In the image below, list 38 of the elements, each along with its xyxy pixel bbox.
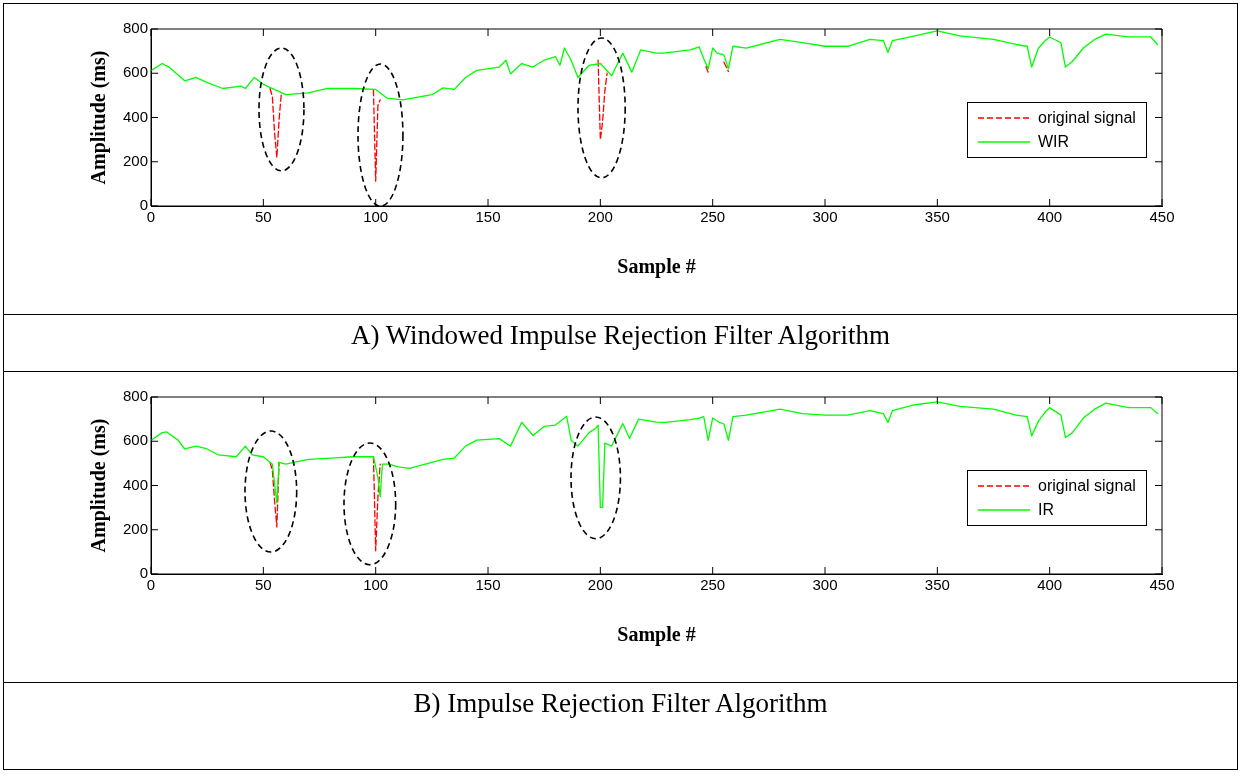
y-tick-label: 600 <box>123 63 149 81</box>
x-tick-label: 50 <box>255 576 272 594</box>
x-tick-label: 350 <box>924 576 950 594</box>
x-tick-label: 100 <box>363 576 389 594</box>
x-tick-label: 300 <box>812 208 838 226</box>
y-tick-label: 400 <box>123 107 149 125</box>
x-tick-label: 450 <box>1149 576 1175 594</box>
x-tick-label: 200 <box>587 208 613 226</box>
y-tick-label: 400 <box>123 475 149 493</box>
y-tick-label: 200 <box>123 151 149 169</box>
y-tick-label: 600 <box>123 431 149 449</box>
text: A) Windowed Impulse Rejection Filter Algorithm <box>4 315 1237 372</box>
legend-label: WIR <box>1038 132 1070 151</box>
x-axis-title: Sample # <box>617 623 696 647</box>
y-tick-label: 0 <box>139 196 149 214</box>
x-tick-label: 200 <box>587 576 613 594</box>
x-tick-label: 450 <box>1149 208 1175 226</box>
x-tick-label: 400 <box>1037 208 1063 226</box>
x-tick-label: 250 <box>700 576 726 594</box>
x-axis-title: Sample # <box>617 255 696 279</box>
x-tick-label: 150 <box>475 576 501 594</box>
y-tick-label: 800 <box>123 19 149 37</box>
x-tick-label: 50 <box>255 208 272 226</box>
y-tick-label: 800 <box>123 387 149 405</box>
y-tick-label: 0 <box>139 564 149 582</box>
x-tick-label: 150 <box>475 208 501 226</box>
text: B) Impulse Rejection Filter Algorithm <box>412 687 829 720</box>
x-tick-label: 250 <box>700 208 726 226</box>
x-tick-label: 300 <box>812 576 838 594</box>
y-tick-label: 200 <box>123 519 149 537</box>
y-axis-title: Amplitude (ms) <box>87 418 111 553</box>
legend-label: original signal <box>1038 108 1136 127</box>
x-tick-label: 100 <box>363 208 389 226</box>
y-axis-title: Amplitude (ms) <box>87 50 111 185</box>
x-tick-label: 350 <box>924 208 950 226</box>
legend-label: IR <box>1038 500 1054 519</box>
x-tick-label: 400 <box>1037 576 1063 594</box>
legend-label: original signal <box>1038 476 1136 495</box>
